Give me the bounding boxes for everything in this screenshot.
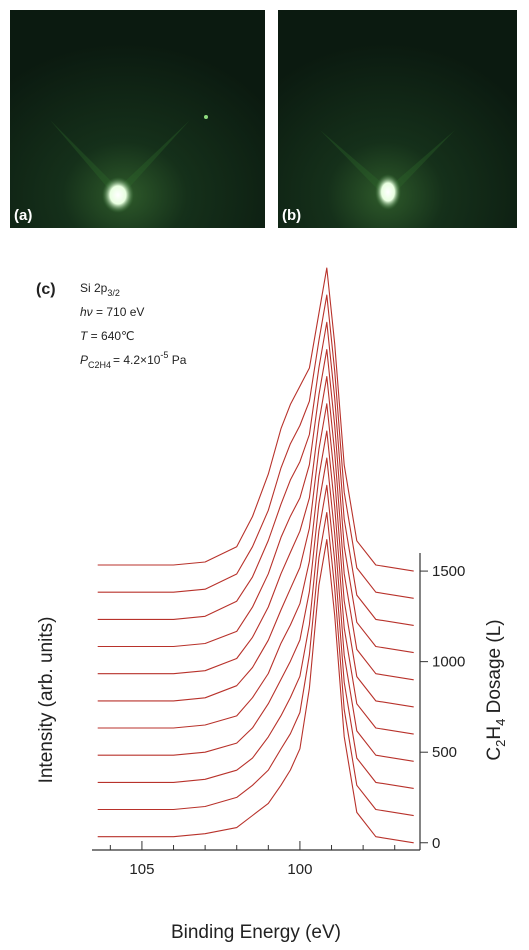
spectrum (97, 267, 414, 572)
spectrum (97, 430, 414, 735)
svg-text:PC2H4= 4.2×10-5 Pa: PC2H4 = 4.2×10-5 Pa (80, 350, 187, 370)
annotation-text: hν (80, 305, 93, 319)
spectrum (97, 376, 414, 681)
spectrum (97, 539, 414, 844)
annotation-text: = 710 eV (93, 305, 145, 319)
panel-label: (b) (282, 207, 301, 224)
image-a: (a) (10, 10, 265, 228)
svg-text:hν = 710 eV: hν = 710 eV (80, 305, 144, 319)
spectrum (97, 484, 414, 789)
image-b: (b) (278, 10, 517, 228)
annotation-text: Si 2p (80, 281, 108, 295)
x-axis-label: Binding Energy (eV) (171, 922, 341, 943)
spectrum (97, 403, 414, 708)
annotation-text: = 4.2×10 (113, 353, 161, 367)
y2-tick-label: 500 (432, 744, 457, 761)
annotation-text: -5 (160, 350, 168, 360)
y2-tick-label: 1500 (432, 563, 465, 580)
annotation-text: P (80, 353, 88, 367)
y2-axis-label: C2H4 Dosage (L) (484, 619, 508, 760)
panel-label: (c) (36, 281, 56, 298)
annotation: Si 2p3/2 hν = 710 eV T = 640℃ PC2H4 = 4.2… (80, 281, 187, 370)
annotation-text: Pa (168, 353, 186, 367)
annotation-text: 3/2 (107, 288, 120, 298)
spectrum (97, 294, 414, 599)
x-tick-label: 105 (129, 861, 154, 878)
annotation-text: T (80, 329, 89, 343)
svg-text:Si 2p3/2: Si 2p3/2 (80, 281, 120, 298)
spectrum (97, 457, 414, 762)
spectrum (97, 321, 414, 626)
x-tick-label: 100 (287, 861, 312, 878)
spectrum (97, 348, 414, 654)
annotation-text: C2H4 (88, 360, 111, 370)
spectrum (97, 511, 414, 817)
y-axis-label: Intensity (arb. units) (36, 617, 57, 784)
annotation-text: = 640℃ (87, 329, 134, 343)
y2-tick-label: 1000 (432, 654, 465, 671)
svg-text:T = 640℃: T = 640℃ (80, 329, 135, 343)
y2-tick-label: 0 (432, 835, 440, 852)
panel-label: (a) (14, 207, 32, 224)
